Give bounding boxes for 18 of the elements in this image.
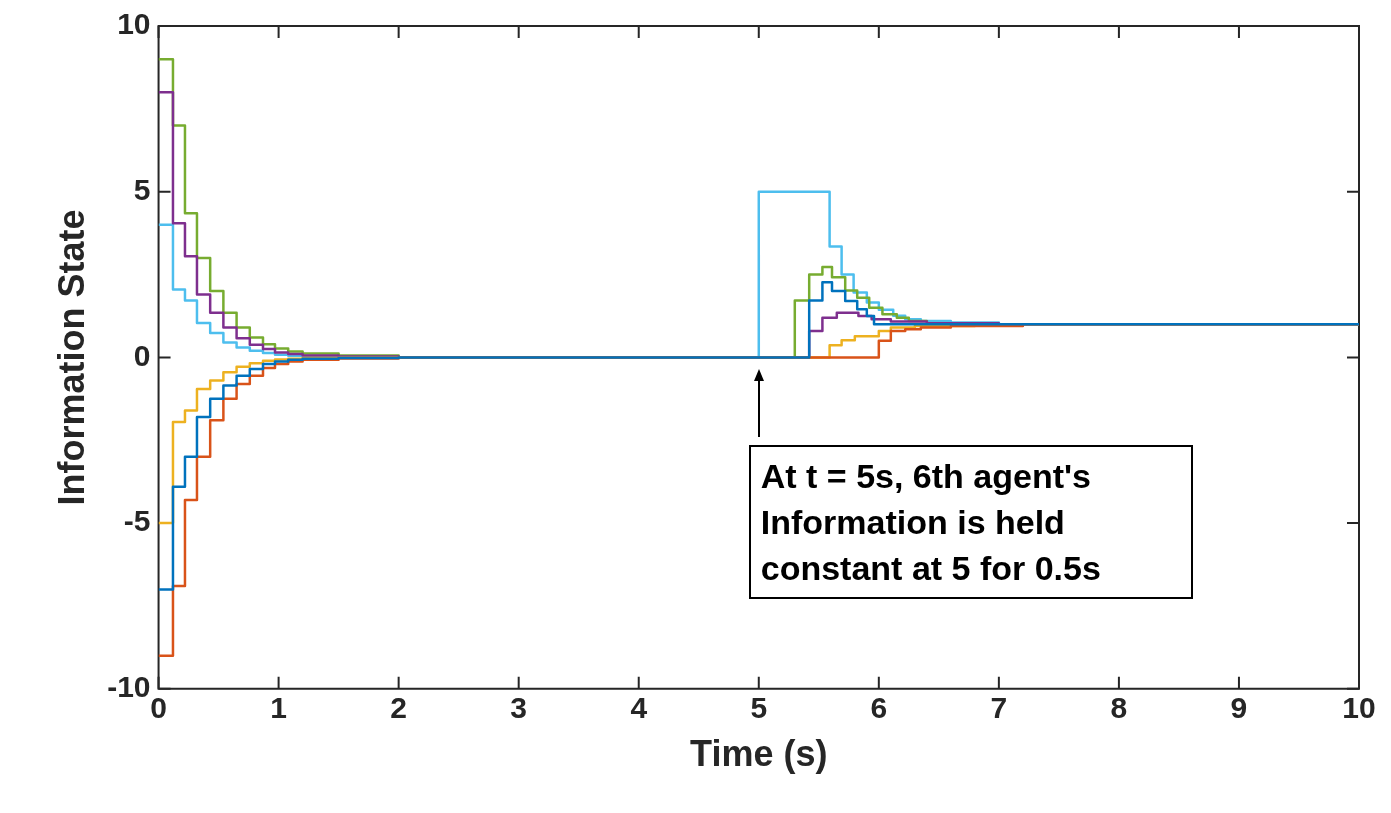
y-tick-label: -10 xyxy=(107,670,151,704)
x-tick-label: 9 xyxy=(1230,691,1248,725)
y-axis-title: Information State xyxy=(50,209,92,506)
x-tick-label: 8 xyxy=(1110,691,1128,725)
y-tick-label: 5 xyxy=(133,172,151,206)
x-tick-label: 7 xyxy=(990,691,1008,725)
x-tick-label: 1 xyxy=(270,691,287,725)
x-tick-label: 2 xyxy=(390,691,407,725)
y-tick-label: 0 xyxy=(133,338,151,372)
x-tick-label: 10 xyxy=(1342,691,1376,725)
x-axis-title: Time (s) xyxy=(690,733,828,775)
x-tick-label: 3 xyxy=(510,691,528,725)
y-tick-label: -5 xyxy=(123,504,151,538)
y-tick-label: 10 xyxy=(117,7,151,41)
x-tick-label: 6 xyxy=(870,691,888,725)
x-tick-label: 4 xyxy=(630,691,648,725)
x-tick-label: 5 xyxy=(750,691,768,725)
annotation: At t = 5s, 6th agent's Information is held constant at 5 for 0.5s xyxy=(748,445,1193,600)
